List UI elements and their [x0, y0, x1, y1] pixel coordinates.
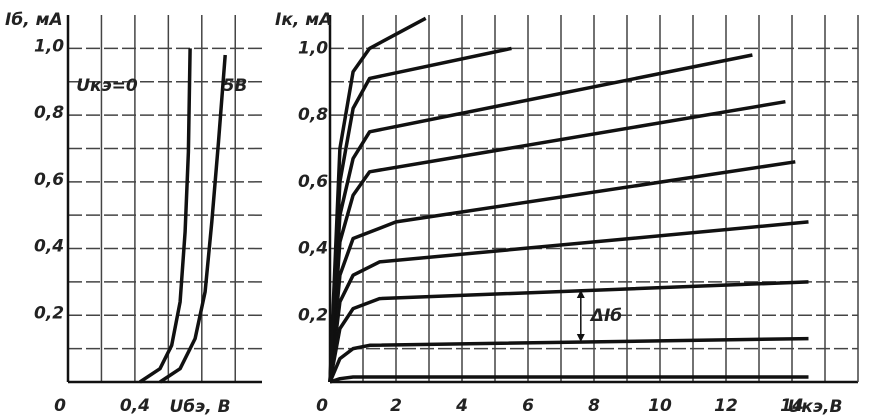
curve: [328, 16, 427, 383]
x-tick-label: 10: [648, 396, 672, 416]
x-tick-label: 4: [455, 396, 468, 416]
y-tick-label: 0,2: [34, 303, 64, 323]
y-tick-label: 1,0: [34, 36, 64, 56]
y-tick-label: 0,6: [34, 170, 64, 190]
y-tick-label: 0,2: [298, 305, 328, 325]
x-tick-label: 0: [54, 396, 66, 416]
y-axis-label: Iб, мА: [5, 10, 63, 30]
x-tick-label: 2: [390, 396, 402, 416]
series-label: Uкэ=0: [76, 76, 138, 96]
curve: [328, 53, 753, 383]
x-axis-label: Uкэ,В: [788, 397, 843, 417]
curve: [329, 375, 809, 384]
y-axis-label: Iк, мА: [275, 10, 332, 30]
y-tick-label: 1,0: [298, 38, 328, 58]
curve: [328, 220, 809, 383]
series-label: 5В: [223, 76, 248, 96]
y-tick-label: 0,4: [298, 239, 328, 259]
x-tick-label: 12: [714, 396, 738, 416]
x-tick-label: 8: [588, 396, 600, 416]
y-tick-label: 0,4: [34, 237, 64, 257]
x-tick-label: 0,4: [120, 396, 150, 416]
y-tick-label: 0,8: [34, 103, 64, 123]
y-tick-label: 0,6: [298, 172, 328, 192]
curve: [328, 280, 809, 383]
curve: [138, 48, 192, 384]
curve: [328, 336, 809, 383]
x-tick-label: 14: [780, 396, 804, 416]
annotation: ΔIб: [589, 306, 622, 326]
x-tick-label: 6: [522, 396, 534, 416]
curve: [159, 54, 227, 384]
y-tick-label: 0,8: [298, 105, 328, 125]
x-axis-label: Uбэ, В: [169, 397, 230, 417]
x-tick-label: 0: [316, 396, 328, 416]
